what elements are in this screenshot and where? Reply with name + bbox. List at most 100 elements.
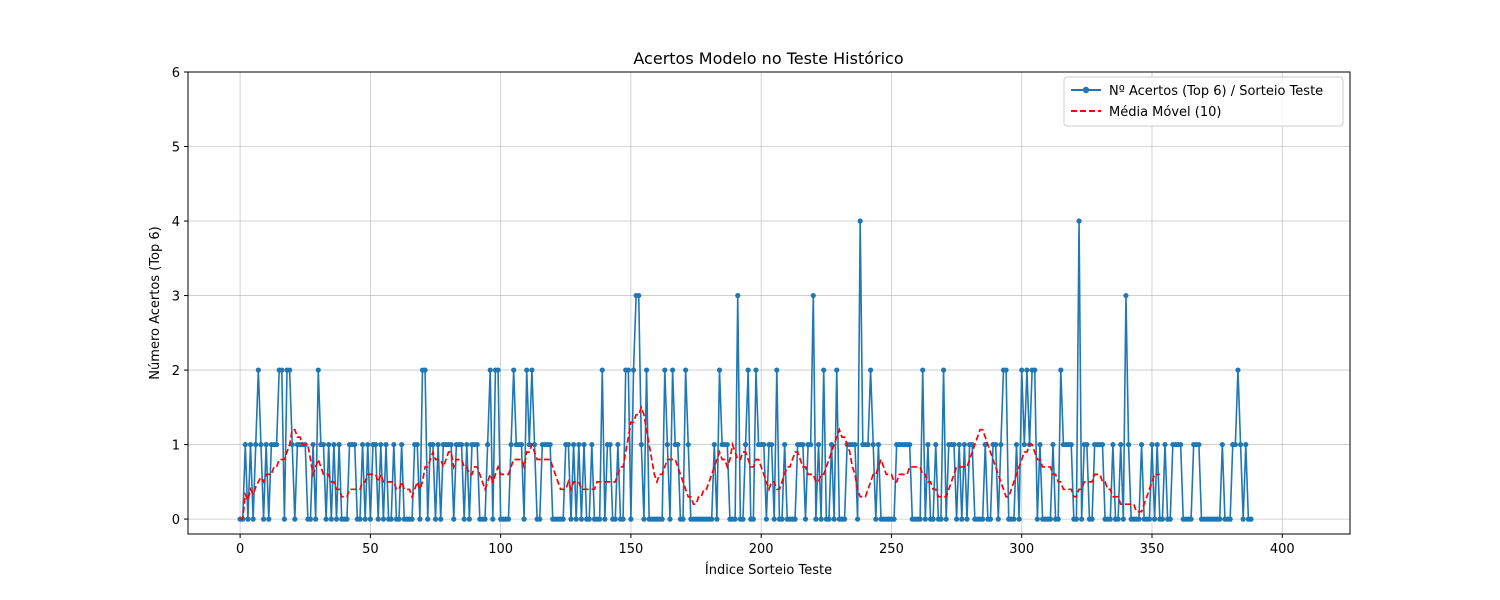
data-point: [857, 218, 863, 224]
data-point: [841, 516, 848, 522]
data-point: [279, 367, 285, 373]
data-point: [1068, 441, 1074, 448]
data-point: [620, 516, 626, 522]
data-point: [643, 367, 650, 373]
data-point: [359, 441, 366, 448]
x-tick-label: 300: [1009, 542, 1034, 557]
data-point: [310, 441, 316, 448]
data-point: [375, 516, 381, 522]
data-point: [630, 367, 637, 373]
data-point: [750, 516, 756, 522]
data-point: [745, 367, 751, 373]
data-point: [1149, 441, 1155, 448]
x-axis-title: Índice Sorteio Teste: [705, 562, 832, 578]
data-point: [1089, 516, 1095, 522]
data-point: [875, 441, 882, 448]
x-tick-label: 250: [879, 542, 904, 557]
data-point: [714, 516, 720, 522]
data-point: [1050, 441, 1056, 448]
data-point: [586, 516, 592, 522]
data-point: [1058, 367, 1064, 373]
data-point: [255, 367, 261, 373]
data-point: [810, 292, 816, 299]
y-tick-label: 3: [172, 290, 180, 305]
data-point: [920, 367, 926, 373]
series-layer: [237, 218, 1254, 522]
data-point: [802, 516, 809, 522]
data-point: [1227, 516, 1233, 522]
data-point: [495, 367, 501, 373]
data-point: [383, 441, 389, 448]
data-point: [662, 367, 668, 373]
data-point: [422, 367, 428, 373]
data-point: [1115, 516, 1121, 522]
data-point: [782, 441, 788, 448]
data-point: [320, 441, 327, 448]
data-point: [490, 516, 496, 522]
series-hits-markers: [237, 218, 1254, 522]
data-point: [625, 367, 631, 373]
data-point: [1011, 516, 1017, 522]
data-point: [659, 516, 665, 522]
data-point: [1240, 516, 1246, 522]
data-point: [818, 516, 824, 522]
data-point: [891, 516, 897, 522]
data-point: [821, 367, 827, 373]
data-point: [993, 441, 999, 448]
x-tick-label: 150: [619, 542, 644, 557]
data-point: [868, 367, 874, 373]
data-point: [774, 367, 780, 373]
data-point: [675, 441, 681, 448]
data-point: [388, 516, 394, 522]
data-point: [865, 441, 871, 448]
data-point: [547, 441, 553, 448]
data-point: [466, 516, 472, 522]
data-point: [461, 516, 467, 522]
data-point: [529, 367, 535, 373]
data-point: [761, 441, 767, 448]
data-point: [1055, 516, 1061, 522]
data-point: [636, 292, 642, 299]
data-point: [313, 516, 319, 522]
data-point: [1196, 441, 1202, 448]
data-point: [831, 516, 837, 522]
data-point: [565, 441, 571, 448]
data-point: [281, 516, 287, 522]
data-point: [378, 441, 384, 448]
data-point: [399, 441, 405, 448]
data-point: [1188, 516, 1194, 522]
data-point: [732, 516, 738, 522]
data-point: [1073, 516, 1080, 522]
data-point: [1232, 441, 1238, 448]
data-point: [425, 516, 431, 522]
data-point: [1152, 516, 1158, 522]
data-point: [607, 441, 613, 448]
data-point: [448, 441, 454, 448]
data-point: [641, 516, 647, 522]
data-point: [505, 516, 512, 522]
data-point: [1024, 367, 1030, 373]
x-tick-label: 0: [236, 542, 244, 557]
legend-label-moving-average: Média Móvel (10): [1109, 105, 1221, 120]
data-point: [568, 516, 574, 522]
data-point: [242, 441, 248, 448]
data-point: [292, 516, 298, 522]
data-point: [602, 516, 608, 522]
data-point: [628, 516, 634, 522]
data-point: [1016, 516, 1022, 522]
data-point: [792, 516, 798, 522]
data-point: [287, 367, 293, 373]
data-point: [333, 516, 340, 522]
data-point: [800, 441, 806, 448]
data-point: [1159, 516, 1166, 522]
data-point: [907, 441, 913, 448]
data-point: [724, 441, 730, 448]
data-point: [680, 516, 686, 522]
data-point: [1019, 367, 1025, 373]
data-point: [1167, 516, 1173, 522]
data-point: [742, 441, 749, 448]
data-point: [344, 516, 350, 522]
data-point: [1099, 441, 1106, 448]
x-tick-label: 50: [362, 542, 379, 557]
data-point: [951, 441, 957, 448]
